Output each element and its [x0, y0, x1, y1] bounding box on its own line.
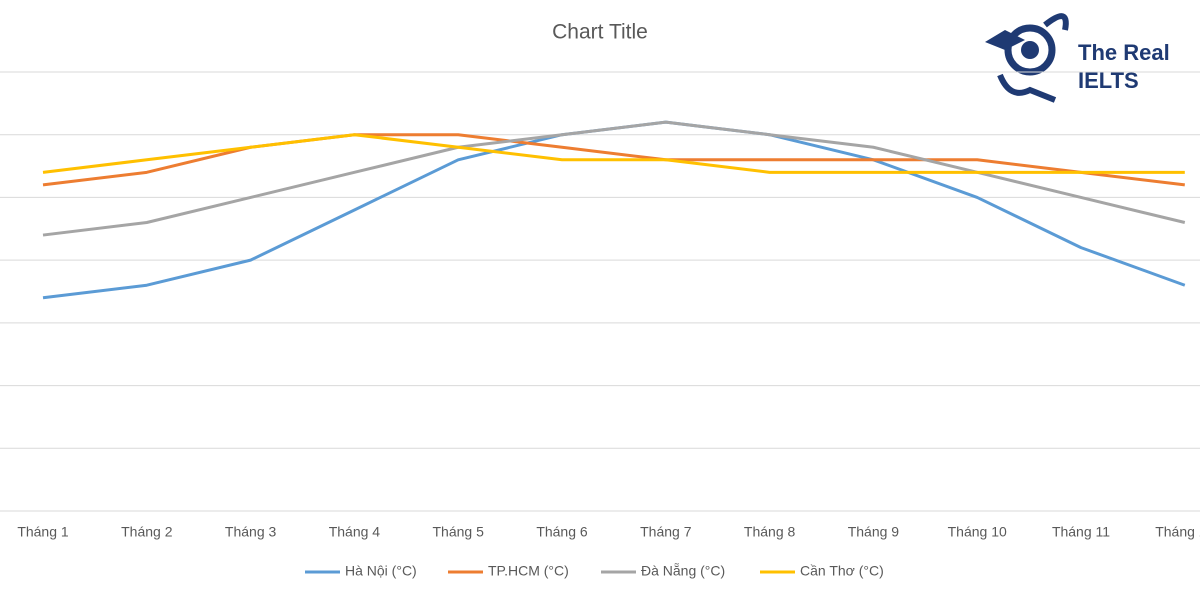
- x-tick-label: Tháng 4: [329, 524, 381, 540]
- x-tick-label: Tháng 8: [744, 524, 796, 540]
- legend-label: Hà Nội (°C): [345, 563, 417, 579]
- logo-icon: [1021, 41, 1039, 59]
- x-tick-label: Tháng 6: [536, 524, 588, 540]
- chart-title: Chart Title: [552, 21, 648, 44]
- x-tick-label: Tháng 5: [433, 524, 485, 540]
- x-tick-label: Tháng 7: [640, 524, 692, 540]
- x-tick-label: Tháng 1: [17, 524, 69, 540]
- x-tick-label: Tháng 2: [121, 524, 173, 540]
- series-line: [42, 133, 1185, 187]
- legend-label: Cần Thơ (°C): [800, 563, 884, 579]
- logo-text: The Real: [1078, 40, 1170, 65]
- series-line: [42, 120, 1186, 237]
- series-line: [42, 133, 1185, 174]
- x-tick-label: Tháng 11: [1052, 524, 1110, 540]
- logo-icon: [997, 73, 1057, 103]
- x-tick-label: Tháng 3: [225, 524, 277, 540]
- legend-label: TP.HCM (°C): [488, 563, 569, 579]
- logo-icon: [985, 30, 1025, 50]
- x-tick-label: Tháng 12: [1155, 524, 1200, 540]
- legend-label: Đà Nẵng (°C): [641, 563, 725, 579]
- x-tick-label: Tháng 9: [848, 524, 900, 540]
- logo-icon: [1043, 13, 1069, 31]
- x-tick-label: Tháng 10: [948, 524, 1007, 540]
